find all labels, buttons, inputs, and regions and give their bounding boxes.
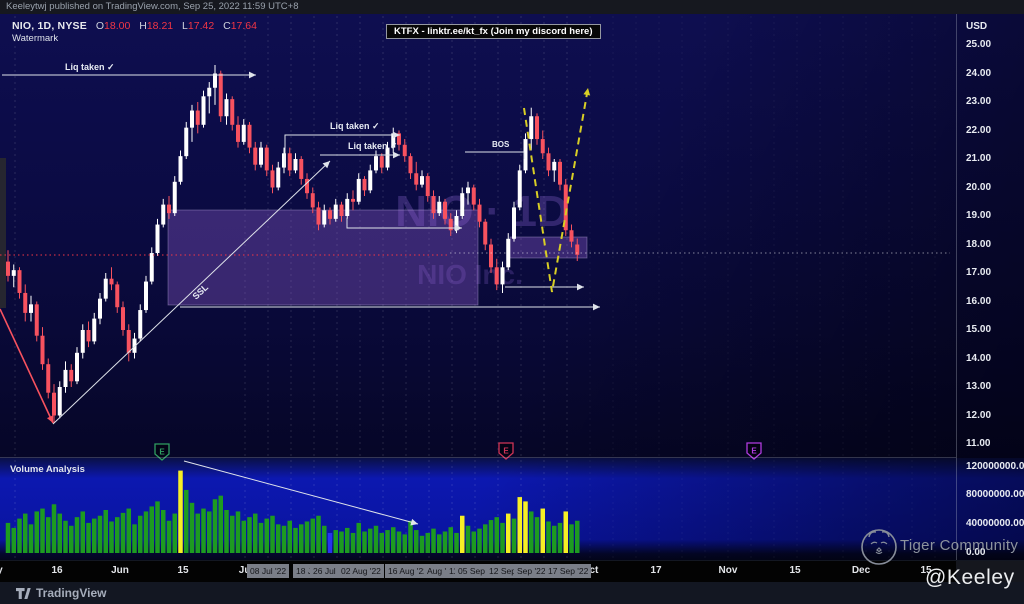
price-tick: 16.00 <box>966 296 992 307</box>
price-tick: 11.00 <box>966 438 991 449</box>
axis-corner <box>956 561 1024 582</box>
time-label: Dec <box>851 565 871 576</box>
time-label: Jul <box>238 565 254 576</box>
close-label: C <box>223 20 231 32</box>
high-label: H <box>139 20 147 32</box>
symbol-legend[interactable]: NIO, 1D, NYSE O18.00 H18.21 L17.42 C17.6… <box>12 20 257 32</box>
tradingview-logo-text: TradingView <box>36 586 107 600</box>
price-tick: 25.00 <box>966 39 992 50</box>
open-label: O <box>95 20 105 32</box>
watermark-study-label[interactable]: Watermark <box>12 33 59 44</box>
close-value: 17.64 <box>230 20 257 32</box>
price-tick: 12.00 <box>966 410 992 421</box>
axis-separator[interactable] <box>956 14 957 560</box>
price-tick: 22.00 <box>966 125 992 136</box>
volume-analysis-label[interactable]: Volume Analysis <box>10 464 85 475</box>
price-tick: 20.00 <box>966 182 992 193</box>
pane-separator[interactable] <box>0 457 956 458</box>
tradingview-logo[interactable]: TradingView <box>16 586 106 600</box>
bottom-bar <box>0 582 1024 604</box>
time-label: Nov <box>718 565 738 576</box>
price-tick: 21.00 <box>966 153 992 164</box>
drawing-anchor-date: 08 Jul '22 <box>247 564 290 578</box>
open-value: 18.00 <box>104 20 131 32</box>
volume-tick: 0.00 <box>966 547 986 558</box>
drawing-anchor-date: 16 Aug '22 <box>385 564 431 578</box>
price-tick: 19.00 <box>966 210 992 221</box>
price-tick: 18.00 <box>966 239 992 250</box>
volume-tick: 120000000.00 <box>966 461 1024 472</box>
high-value: 18.21 <box>146 20 174 32</box>
drawing-anchor-date: 17 Sep '22 <box>545 564 592 578</box>
price-tick: 14.00 <box>966 353 992 364</box>
low-label: L <box>182 20 188 32</box>
price-tick: 24.00 <box>966 68 992 79</box>
price-tick: 13.00 <box>966 381 992 392</box>
callout-label[interactable]: KTFX - linktr.ee/kt_fx (Join my discord … <box>386 24 601 39</box>
volume-tick: 40000000.00 <box>966 518 1024 529</box>
symbol-title[interactable]: NIO, 1D, NYSE <box>12 20 87 32</box>
tiger-community-text: Tiger Community <box>900 537 1019 554</box>
price-chart-pane[interactable] <box>0 14 1024 458</box>
price-tick: 15.00 <box>966 324 992 335</box>
tradingview-glyph-icon <box>16 587 31 599</box>
publish-info-bar: Keeleytwj published on TradingView.com, … <box>0 0 1024 14</box>
low-value: 17.42 <box>187 20 215 32</box>
clipped-left-candle <box>0 158 6 308</box>
time-label: 15 <box>177 565 189 576</box>
volume-tick: 80000000.00 <box>966 489 1024 500</box>
time-label: 15 <box>920 565 932 576</box>
drawing-anchor-date: Sep '22 <box>514 564 549 578</box>
time-label: 17 <box>650 565 662 576</box>
tiger-community-logo-icon <box>856 524 902 570</box>
author-handle: @Keeley <box>925 566 1015 589</box>
time-label: May <box>0 565 3 576</box>
drawing-anchor-date: 02 Aug '22 <box>338 564 384 578</box>
price-axis[interactable]: USD 25.00 24.00 23.00 22.00 21.00 20.00 19.00 18… <box>956 0 1024 560</box>
time-label: 15 <box>789 565 801 576</box>
price-tick: 17.00 <box>966 267 992 278</box>
time-label: 16 <box>51 565 63 576</box>
time-label: Jun <box>111 565 129 576</box>
price-tick: USD <box>966 21 988 32</box>
time-axis[interactable]: May16Jun15JulOct17Nov15Dec1508 Jul '2218… <box>0 561 956 582</box>
publish-info-text: Keeleytwj published on TradingView.com, … <box>6 1 299 12</box>
price-tick: 23.00 <box>966 96 992 107</box>
drawing-anchor-date: 18 J <box>293 564 316 578</box>
